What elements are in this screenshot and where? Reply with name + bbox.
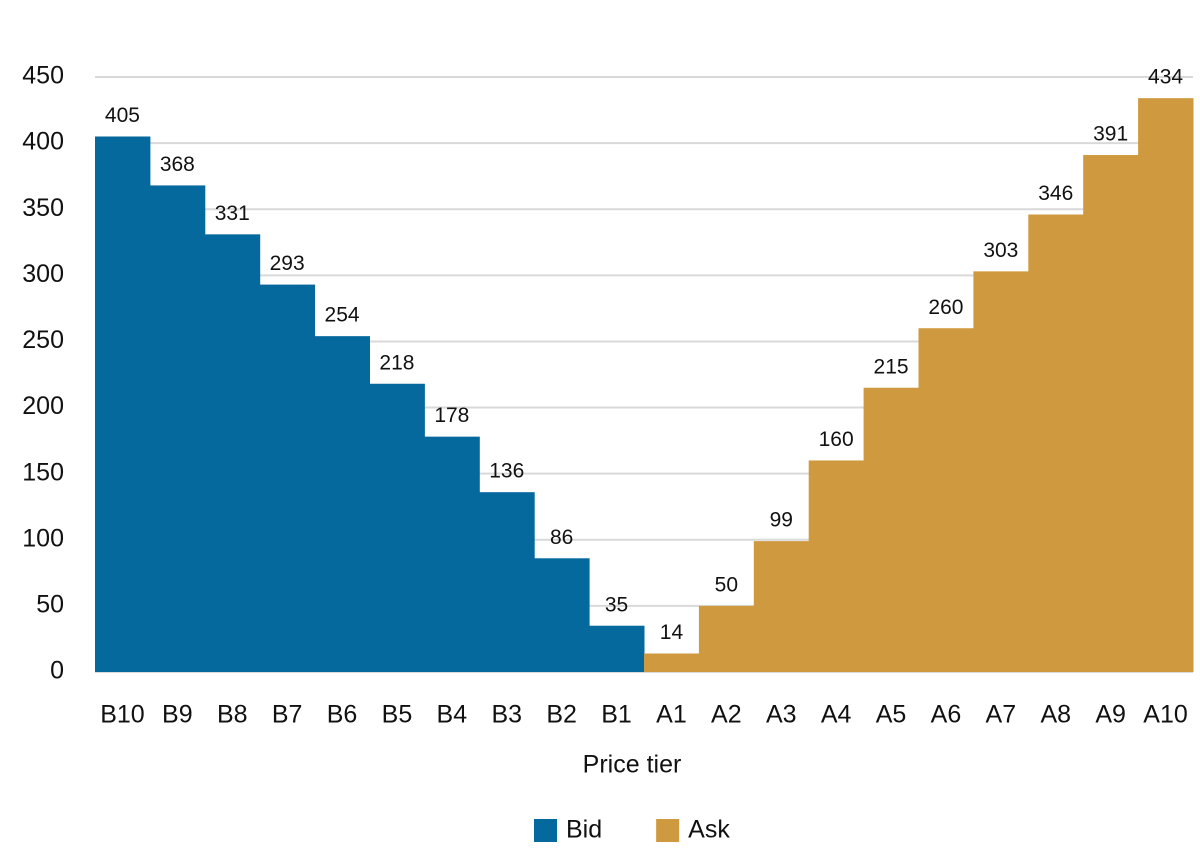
- bar: [863, 387, 919, 672]
- y-tick-label: 400: [22, 128, 64, 156]
- value-label: 391: [1093, 123, 1128, 146]
- x-tick-label: B7: [272, 701, 303, 729]
- bar: [534, 558, 590, 672]
- value-label: 405: [105, 104, 140, 127]
- value-label: 136: [489, 460, 524, 483]
- x-tick-label: B9: [162, 701, 193, 729]
- bar: [753, 541, 810, 672]
- y-tick-label: 150: [22, 458, 64, 486]
- x-tick-label: B3: [491, 701, 522, 729]
- value-label: 303: [983, 239, 1018, 262]
- x-tick-label: B10: [100, 701, 144, 729]
- x-tick-label: B1: [601, 701, 632, 729]
- legend-swatch: [656, 819, 680, 842]
- value-label: 254: [325, 304, 360, 327]
- legend-label: Ask: [688, 816, 730, 844]
- legend-swatch: [534, 819, 557, 842]
- value-label: 434: [1148, 66, 1183, 89]
- y-tick-label: 300: [22, 260, 64, 288]
- x-tick-label: A9: [1095, 701, 1126, 729]
- bar: [644, 653, 700, 672]
- x-tick-label: A5: [876, 701, 907, 729]
- value-label: 14: [660, 621, 684, 644]
- bar: [1138, 98, 1194, 672]
- x-axis-label: Price tier: [583, 751, 682, 779]
- bar: [698, 605, 755, 672]
- x-tick-label: A3: [766, 701, 797, 729]
- bar: [259, 284, 316, 672]
- value-label: 86: [550, 526, 573, 549]
- y-tick-label: 250: [22, 326, 64, 354]
- x-tick-label: B8: [217, 701, 248, 729]
- x-tick-label: B6: [327, 701, 358, 729]
- value-label: 50: [715, 573, 738, 596]
- bar: [204, 234, 261, 672]
- bar: [314, 336, 370, 672]
- bar: [918, 328, 974, 672]
- legend-label: Bid: [566, 816, 602, 844]
- bar: [479, 492, 535, 672]
- x-tick-label: A7: [986, 701, 1017, 729]
- bar: [95, 136, 151, 672]
- y-tick-label: 0: [50, 657, 64, 685]
- x-tick-label: A8: [1040, 701, 1071, 729]
- x-tick-label: B5: [382, 701, 413, 729]
- value-label: 160: [819, 428, 854, 451]
- value-label: 293: [270, 252, 305, 275]
- value-label: 368: [160, 153, 195, 176]
- value-label: 178: [434, 404, 469, 427]
- y-tick-label: 200: [22, 392, 64, 420]
- bar: [973, 271, 1029, 672]
- bar: [1028, 214, 1084, 672]
- bar: [424, 436, 480, 672]
- x-tick-label: A10: [1143, 701, 1187, 729]
- value-label: 215: [874, 355, 909, 378]
- value-label: 218: [379, 351, 414, 374]
- value-label: 260: [928, 296, 963, 319]
- x-tick-label: A2: [711, 701, 742, 729]
- value-label: 35: [605, 593, 628, 616]
- value-label: 331: [215, 202, 250, 225]
- x-tick-label: B4: [437, 701, 468, 729]
- bar: [808, 460, 865, 672]
- bar: [369, 383, 425, 672]
- y-tick-label: 100: [22, 524, 64, 552]
- value-label: 99: [770, 509, 793, 532]
- y-tick-label: 350: [22, 194, 64, 222]
- value-label: 346: [1038, 182, 1073, 205]
- bar: [1083, 155, 1139, 672]
- x-tick-label: B2: [546, 701, 577, 729]
- x-tick-label: A1: [656, 701, 687, 729]
- y-tick-label: 50: [36, 590, 64, 618]
- x-tick-label: A4: [821, 701, 852, 729]
- bar: [149, 185, 206, 672]
- y-tick-label: 450: [22, 62, 64, 90]
- bar: [589, 625, 645, 672]
- x-tick-label: A6: [931, 701, 962, 729]
